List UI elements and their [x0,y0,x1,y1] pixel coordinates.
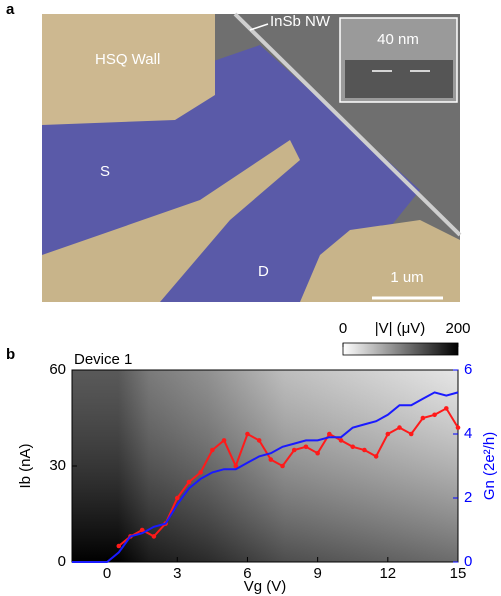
image-label: HSQ Wall [95,51,160,68]
image-label: S [100,163,110,180]
series-point [116,543,122,549]
series-point [315,450,320,456]
x-tick-label: 9 [313,565,321,582]
x-tick-label: 6 [243,565,251,582]
y2-tick-label: 6 [464,361,472,378]
series-point [373,454,379,459]
series-point [397,425,402,430]
image-label: 40 nm [377,31,419,48]
image-label: D [258,263,269,280]
series-point [362,447,367,453]
x-tick-label: 15 [450,565,467,582]
series-point [139,527,145,533]
y-tick-label: 0 [58,553,66,570]
series-point [151,534,157,539]
chart-title: Device 1 [74,351,132,368]
series-point [385,431,391,437]
series-point [174,495,180,501]
series-point [280,463,285,469]
colorbar-label: |V| (μV) [375,320,426,337]
series-point [186,479,192,485]
panel-label: b [6,346,15,363]
x-tick-label: 3 [173,565,181,582]
series-point [455,425,461,430]
series-point [444,406,449,411]
series-point [303,444,309,450]
y-tick-label: 30 [49,457,66,474]
series-point [420,415,426,421]
series-line [72,391,459,563]
series-point [327,431,332,437]
sem-image [42,12,462,302]
series-point [432,412,437,418]
series-point [221,438,227,443]
image-label: 1 um [390,269,423,286]
colorbar-tick-label: 200 [445,320,470,337]
series-point [408,431,414,437]
series-point [350,444,356,450]
image-label: InSb NW [270,13,331,30]
y-axis-label: Ib (nA) [17,443,34,488]
y2-axis-label: Gn (2e²/h) [481,432,498,500]
panel-label: a [6,1,15,18]
y2-tick-label: 2 [464,489,472,506]
x-axis-label: Vg (V) [244,578,287,595]
colorbar-tick-label: 0 [339,320,347,337]
series-point [198,470,203,475]
y2-tick-label: 4 [464,425,472,442]
y-tick-label: 60 [49,361,66,378]
x-tick-label: 0 [103,565,111,582]
series-point [233,463,239,469]
y2-tick-label: 0 [464,553,472,570]
series-point [256,438,262,443]
heatmap-shade [72,370,458,562]
series-point [210,447,215,453]
x-tick-label: 12 [379,565,396,582]
series-point [268,457,274,462]
series-point [291,447,297,453]
colorbar [342,342,459,356]
series-point [338,438,344,443]
series-point [245,431,250,437]
